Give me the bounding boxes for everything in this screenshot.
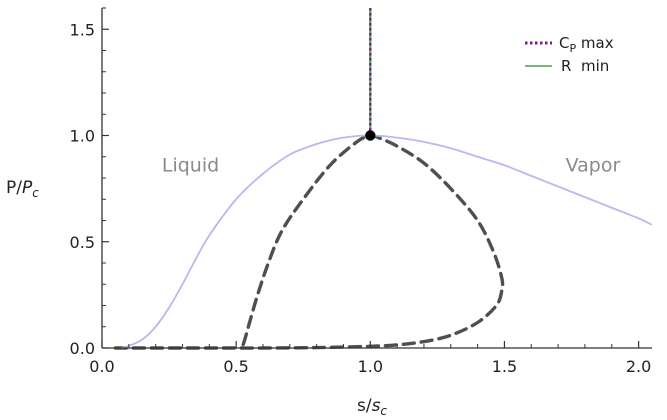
x-axis-label-main: s/ <box>357 396 372 416</box>
y-axis-label-italic: P <box>22 178 33 198</box>
y-tick-label: 1.5 <box>70 20 95 39</box>
legend-label-cp-max: CP max <box>559 34 614 55</box>
legend-label-cp-main: C <box>559 34 569 52</box>
legend-label-cp-tail: max <box>576 34 614 52</box>
legend: CP max R min <box>525 34 614 75</box>
critical-point-marker <box>365 130 376 141</box>
y-axis-label-sub: c <box>32 186 39 200</box>
x-axis-label-sub: c <box>380 404 387 418</box>
legend-label-cp-sub: P <box>569 42 576 55</box>
x-tick-label: 0.0 <box>89 357 114 376</box>
region-label-liquid: Liquid <box>162 155 219 177</box>
x-tick-label: 0.5 <box>223 357 248 376</box>
x-axis-label-italic: s <box>372 396 381 416</box>
y-tick-label: 0.0 <box>70 339 95 358</box>
y-axis-label-main: P/ <box>6 178 22 198</box>
x-tick-label: 2.0 <box>626 357 651 376</box>
y-tick-label: 0.5 <box>70 233 95 252</box>
x-tick-label: 1.0 <box>358 357 383 376</box>
ticks: 0.0 0.5 1.0 1.5 2.0 0.0 0.5 1.0 1.5 <box>70 7 651 376</box>
region-label-vapor: Vapor <box>566 155 621 177</box>
legend-label-r-min: R min <box>561 57 609 75</box>
y-tick-label: 1.0 <box>70 127 95 146</box>
x-axis-label: s/sc <box>357 396 387 418</box>
series-coexistence <box>120 134 653 349</box>
x-tick-label: 1.5 <box>492 357 517 376</box>
y-axis-label: P/Pc <box>6 178 39 200</box>
